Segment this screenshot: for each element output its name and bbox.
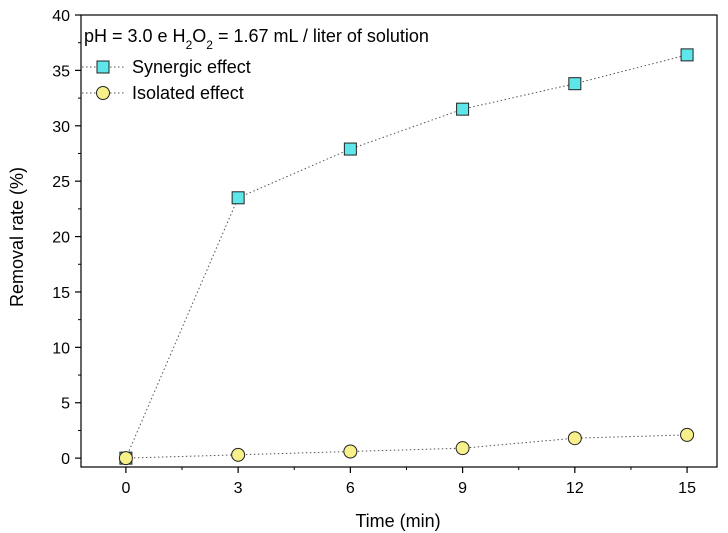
data-point-synergic xyxy=(343,142,357,156)
y-tick-label: 10 xyxy=(52,340,70,357)
y-tick-label: 30 xyxy=(52,119,70,136)
data-point-synergic xyxy=(231,191,245,205)
data-point-isolated xyxy=(118,451,133,466)
x-tick-label: 6 xyxy=(346,480,355,497)
x-axis-title: Time (min) xyxy=(355,511,440,531)
x-tick-label: 12 xyxy=(566,480,584,497)
y-tick-label: 20 xyxy=(52,230,70,247)
data-point-isolated xyxy=(680,427,695,442)
data-point-synergic xyxy=(680,48,694,62)
data-point-synergic xyxy=(568,77,582,91)
y-tick-label: 15 xyxy=(52,285,70,302)
y-tick-label: 25 xyxy=(52,174,70,191)
data-point-isolated xyxy=(567,431,582,446)
y-tick-label: 0 xyxy=(61,451,70,468)
y-axis-title: Removal rate (%) xyxy=(7,167,27,307)
series-line-isolated xyxy=(125,434,688,459)
y-tick-label: 40 xyxy=(52,8,70,25)
x-tick-label: 3 xyxy=(234,480,243,497)
data-point-isolated xyxy=(231,447,246,462)
legend: Synergic effect Isolated effect xyxy=(82,57,251,103)
y-tick-label: 5 xyxy=(61,396,70,413)
data-point-isolated xyxy=(343,444,358,459)
legend-marker-synergic xyxy=(96,60,110,74)
plot-area-frame xyxy=(80,14,718,468)
condition-annotation: pH = 3.0 e H2O2 = 1.67 mL / liter of sol… xyxy=(84,26,429,52)
series-line-synergic xyxy=(125,54,688,459)
legend-marker-isolated xyxy=(96,86,110,100)
x-tick-label: 9 xyxy=(458,480,467,497)
legend-label-synergic: Synergic effect xyxy=(132,57,251,77)
y-tick-label: 35 xyxy=(52,63,70,80)
legend-label-isolated: Isolated effect xyxy=(132,83,244,103)
x-tick-label: 0 xyxy=(121,480,130,497)
data-point-isolated xyxy=(455,441,470,456)
data-point-synergic xyxy=(456,102,470,116)
x-tick-label: 15 xyxy=(678,480,696,497)
